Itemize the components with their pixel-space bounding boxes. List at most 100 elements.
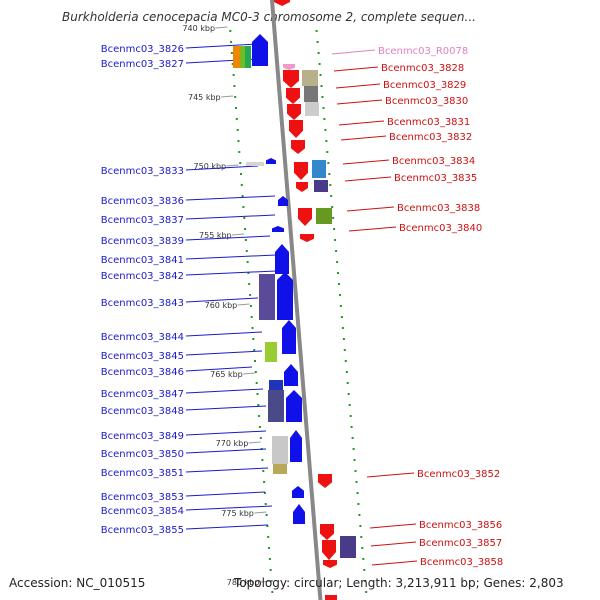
accession-text: Accession: NC_010515	[9, 576, 146, 590]
feature-block	[305, 102, 319, 116]
ruler-label: 760 kbp	[205, 301, 238, 310]
reverse-gene-label: Bcenmc03_3834	[392, 156, 475, 167]
reverse-gene-arrow	[274, 0, 290, 6]
reverse-gene-label: Bcenmc03_3857	[419, 538, 502, 549]
reverse-gene-arrow	[320, 524, 334, 540]
forward-leader-line	[185, 467, 269, 473]
forward-leader-line	[185, 270, 277, 276]
ruler-tick	[215, 26, 228, 29]
ruler-label: 770 kbp	[216, 439, 249, 448]
reverse-leader-line	[370, 541, 417, 547]
forward-gene-arrow	[277, 272, 293, 320]
reverse-gene-label: Bcenmc03_3829	[383, 80, 466, 91]
ruler-tick	[259, 580, 272, 583]
reverse-leader-line	[344, 176, 392, 182]
reverse-leader-line	[366, 472, 415, 478]
backbone-line	[270, 0, 323, 600]
reverse-gene-label: Bcenmc03_3830	[385, 96, 468, 107]
reverse-gene-arrow	[294, 162, 308, 180]
forward-leader-line	[185, 350, 263, 356]
forward-gene-label: Bcenmc03_3849	[101, 431, 184, 442]
forward-leader-line	[185, 43, 259, 49]
ruler-tick	[254, 511, 267, 514]
ruler-label: 775 kbp	[221, 509, 254, 518]
left-tick-track	[229, 30, 274, 593]
reverse-gene-label: Bcenmc03_3840	[399, 223, 482, 234]
reverse-leader-line	[369, 523, 417, 529]
forward-leader-line	[185, 331, 263, 337]
forward-leader-line	[185, 297, 259, 303]
forward-leader-line	[185, 491, 266, 497]
ruler-label: 765 kbp	[210, 370, 243, 379]
reverse-gene-arrow	[287, 104, 301, 120]
forward-gene-label: Bcenmc03_3845	[101, 351, 184, 362]
reverse-gene-arrow	[291, 140, 305, 154]
right-tick-track	[315, 30, 368, 593]
reverse-gene-arrow	[283, 70, 299, 88]
reverse-gene-arrow	[300, 234, 314, 242]
reverse-gene-arrow	[322, 540, 336, 560]
feature-block	[265, 342, 277, 362]
forward-gene-label: Bcenmc03_3848	[101, 406, 184, 417]
feature-block	[233, 46, 241, 68]
rna-gene-label: Bcenmc03_R0078	[378, 46, 468, 57]
forward-gene-label: Bcenmc03_3854	[101, 506, 184, 517]
forward-gene-label: Bcenmc03_3839	[101, 236, 184, 247]
forward-gene-arrow	[278, 196, 288, 206]
feature-block	[340, 536, 356, 558]
ruler-tick	[226, 164, 239, 167]
forward-gene-arrow	[293, 504, 305, 524]
forward-leader-line	[185, 448, 267, 454]
reverse-gene-arrow	[298, 208, 312, 226]
forward-gene-arrow	[252, 34, 268, 66]
forward-gene-label: Bcenmc03_3846	[101, 367, 184, 378]
forward-gene-label: Bcenmc03_3851	[101, 468, 184, 479]
reverse-gene-arrow	[296, 182, 308, 192]
forward-gene-label: Bcenmc03_3842	[101, 271, 184, 282]
ruler-label: 745 kbp	[188, 93, 221, 102]
reverse-leader-line	[340, 135, 387, 141]
forward-leader-line	[185, 388, 264, 394]
ruler-tick	[248, 441, 261, 444]
feature-block	[272, 436, 288, 464]
feature-block	[259, 274, 275, 320]
reverse-gene-label: Bcenmc03_3835	[394, 173, 477, 184]
forward-gene-label: Bcenmc03_3847	[101, 389, 184, 400]
forward-gene-arrow	[282, 320, 296, 354]
forward-gene-arrow	[290, 430, 302, 462]
ruler-tick	[237, 303, 250, 306]
reverse-gene-arrow	[318, 474, 332, 488]
forward-leader-line	[185, 524, 269, 530]
reverse-leader-line	[331, 49, 376, 55]
reverse-gene-label: Bcenmc03_3828	[381, 63, 464, 74]
forward-gene-label: Bcenmc03_3836	[101, 196, 184, 207]
reverse-leader-line	[346, 206, 395, 212]
reverse-leader-line	[335, 83, 381, 89]
forward-leader-line	[185, 366, 253, 372]
feature-block	[240, 46, 246, 68]
reverse-gene-label: Bcenmc03_3831	[387, 117, 470, 128]
reverse-gene-label: Bcenmc03_3858	[420, 557, 503, 568]
reverse-gene-label: Bcenmc03_3832	[389, 132, 472, 143]
feature-block	[304, 86, 318, 102]
forward-gene-label: Bcenmc03_3843	[101, 298, 184, 309]
reverse-leader-line	[333, 66, 379, 72]
reverse-leader-line	[338, 120, 385, 126]
feature-block	[246, 162, 264, 166]
summary-text: Topology: circular; Length: 3,213,911 bp…	[234, 576, 564, 590]
reverse-leader-line	[348, 226, 397, 232]
reverse-gene-label: Bcenmc03_3838	[397, 203, 480, 214]
forward-gene-label: Bcenmc03_3833	[101, 166, 184, 177]
forward-gene-label: Bcenmc03_3855	[101, 525, 184, 536]
ruler-label: 755 kbp	[199, 231, 232, 240]
forward-gene-arrow	[275, 244, 289, 274]
forward-gene-label: Bcenmc03_3837	[101, 215, 184, 226]
reverse-leader-line	[342, 159, 390, 165]
forward-leader-line	[185, 254, 277, 260]
reverse-gene-arrow	[323, 560, 337, 568]
forward-gene-label: Bcenmc03_3853	[101, 492, 184, 503]
ruler-tick	[243, 372, 256, 375]
reverse-gene-label: Bcenmc03_3852	[417, 469, 500, 480]
forward-leader-line	[185, 505, 273, 511]
